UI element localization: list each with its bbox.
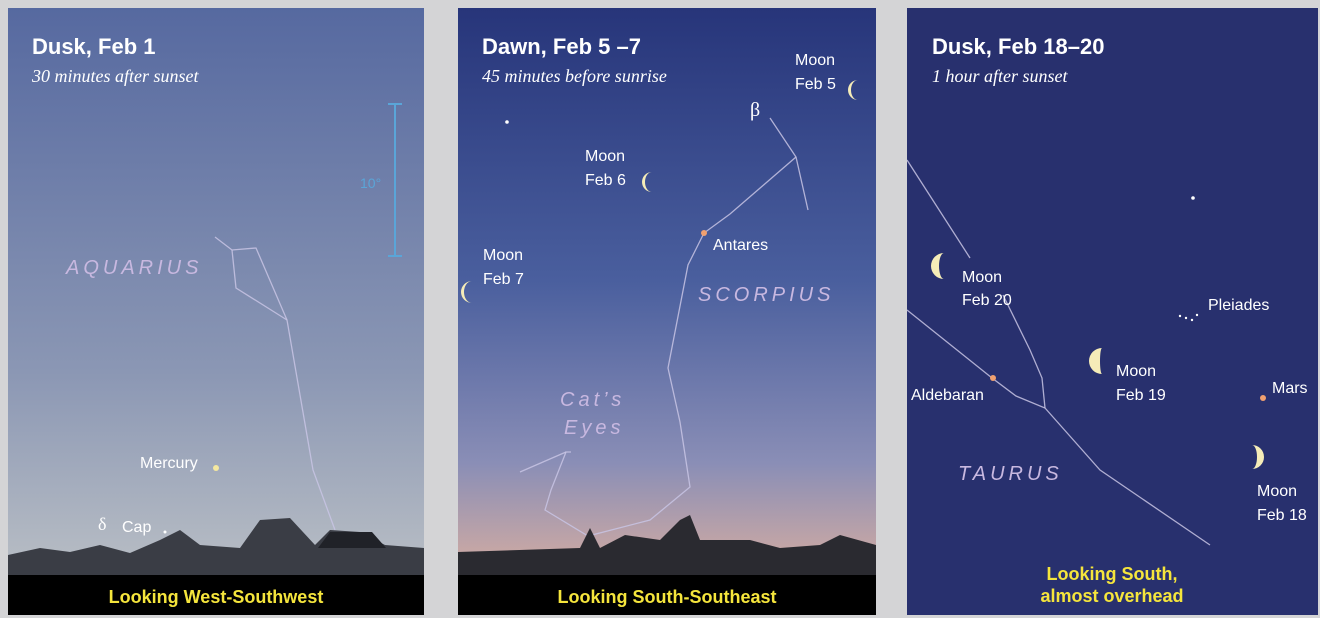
asterism-name: Cat’s [560, 389, 625, 411]
panel-subtitle: 45 minutes before sunrise [482, 66, 667, 86]
scale-label: 10° [360, 175, 381, 191]
sky-charts: Dusk, Feb 1 30 minutes after sunset 10° … [0, 0, 1320, 618]
cluster-star [1185, 317, 1187, 319]
cluster-star [1191, 319, 1193, 321]
moon-label: Feb 19 [1116, 387, 1166, 404]
panel-title: Dusk, Feb 18–20 [932, 34, 1104, 59]
star [505, 120, 509, 124]
footer: Looking South-Southeast [558, 587, 777, 607]
cluster-star [1179, 315, 1181, 317]
object-label: Pleiades [1208, 297, 1269, 314]
moon-label: Moon [1257, 483, 1297, 500]
moon-label: Moon [1116, 363, 1156, 380]
star-label: Antares [713, 237, 768, 254]
asterism-name: Eyes [564, 417, 624, 439]
star [701, 230, 707, 236]
moon-label: Moon [483, 247, 523, 264]
star-label: Aldebaran [911, 387, 984, 404]
planet [213, 465, 219, 471]
cluster-star [1196, 314, 1198, 316]
panel: Dusk, Feb 1 30 minutes after sunset 10° … [8, 8, 424, 615]
planet-label: Mars [1272, 380, 1308, 397]
moon-label: Feb 20 [962, 292, 1012, 309]
panel: Dusk, Feb 18–20 1 hour after sunset Moon… [907, 8, 1318, 615]
object-label: Mercury [140, 455, 198, 472]
footer: almost overhead [1040, 586, 1183, 606]
moon-label: Feb 6 [585, 172, 626, 189]
star [990, 375, 996, 381]
footer: Looking West-Southwest [109, 587, 324, 607]
sky [8, 8, 424, 615]
constellation-name: SCORPIUS [698, 284, 834, 306]
footer: Looking South, [1047, 564, 1178, 584]
moon-label: Feb 5 [795, 76, 836, 93]
panel-title: Dusk, Feb 1 [32, 34, 155, 59]
star-label: β [750, 99, 760, 121]
sky [458, 8, 876, 615]
moon-label: Feb 18 [1257, 507, 1307, 524]
constellation-name: AQUARIUS [65, 257, 202, 279]
moon-label: Feb 7 [483, 271, 524, 288]
star [1191, 196, 1195, 200]
panel-subtitle: 1 hour after sunset [932, 66, 1069, 86]
moon-label: Moon [795, 52, 835, 69]
constellation-name: TAURUS [958, 463, 1063, 485]
object-label: Cap [122, 519, 151, 536]
object-label: δ [98, 514, 106, 534]
panel: Dawn, Feb 5 –7 45 minutes before sunrise… [458, 8, 876, 615]
moon-label: Moon [585, 148, 625, 165]
planet [1260, 395, 1266, 401]
panel-title: Dawn, Feb 5 –7 [482, 34, 641, 59]
moon-label: Moon [962, 269, 1002, 286]
star [164, 531, 167, 534]
panel-subtitle: 30 minutes after sunset [31, 66, 199, 86]
